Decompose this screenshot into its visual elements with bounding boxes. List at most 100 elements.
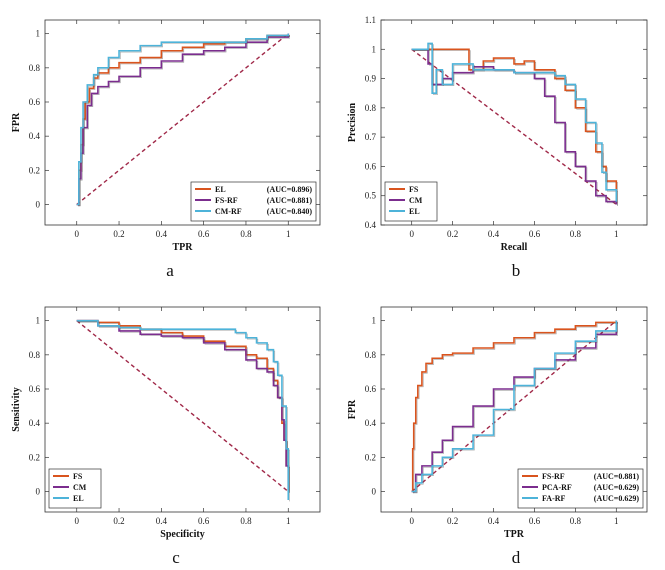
y-tick-label-a-0: 0 (36, 200, 41, 210)
y-tick-label-b-3: 0.7 (365, 132, 377, 142)
y-tick-label-c-5: 1 (36, 316, 41, 326)
panel-b: 0 0.2 0.4 0.6 0.8 1 0.4 0.5 0.6 0.7 0.8 0.9 1 1.1 Reca… (347, 15, 648, 253)
series-line-b-EL (411, 42, 618, 202)
series-shadow-c-EL (78, 321, 290, 502)
x-tick-label-a-1: 0.2 (113, 229, 124, 239)
reference-line-b (411, 48, 617, 206)
y-tick-label-b-5: 0.9 (365, 74, 377, 84)
x-tick-label-c-4: 0.8 (240, 516, 252, 526)
x-tick-label-d-1: 0.2 (447, 516, 458, 526)
y-tick-label-a-3: 0.6 (29, 97, 41, 107)
y-tick-label-c-4: 0.8 (29, 350, 41, 360)
legend-label-a-FS-RF: FS-RF (215, 196, 238, 205)
legend-auc-d-FA-RF: (AUC=0.629) (594, 494, 640, 503)
y-tick-label-b-0: 0.4 (365, 220, 377, 230)
x-tick-label-d-4: 0.8 (570, 516, 582, 526)
x-tick-label-b-5: 1 (614, 229, 619, 239)
x-axis-label-a: TPR (173, 242, 194, 253)
y-axis-label-d: FPR (347, 399, 358, 419)
x-tick-label-a-5: 1 (286, 229, 291, 239)
y-tick-label-c-3: 0.6 (29, 384, 41, 394)
x-tick-label-c-0: 0 (74, 516, 79, 526)
y-tick-label-d-2: 0.4 (365, 418, 377, 428)
series-line-c-EL (76, 319, 290, 501)
series-shadow-d-FA-RF (412, 321, 618, 494)
y-tick-label-b-4: 0.8 (365, 103, 377, 113)
y-tick-label-c-1: 0.2 (29, 452, 40, 462)
legend-label-d-FS-RF: FS-RF (542, 472, 565, 481)
y-tick-label-b-1: 0.5 (365, 191, 377, 201)
y-tick-label-d-3: 0.6 (365, 384, 377, 394)
legend-label-a-CM-RF: CM-RF (215, 207, 242, 216)
y-tick-label-c-0: 0 (36, 487, 41, 497)
legend-label-c-EL: EL (73, 494, 84, 503)
x-tick-label-d-5: 1 (614, 516, 619, 526)
x-tick-label-a-4: 0.8 (240, 229, 252, 239)
legend-d (517, 468, 644, 509)
series-line-a-FS-RF (76, 33, 290, 206)
series-line-a-CM-RF (76, 33, 290, 206)
x-tick-label-d-2: 0.4 (488, 516, 500, 526)
panel-d: 0 0.2 0.4 0.6 0.8 1 0 0.2 0.4 0.6 0.8 1 TPR FPR FS-RF (… (347, 306, 648, 540)
x-axis-label-c: Specificity (160, 529, 204, 540)
legend-auc-a-FS-RF: (AUC=0.881) (267, 196, 313, 205)
series-line-c-CM (76, 319, 290, 492)
series-shadow-a-FS-RF (78, 34, 290, 207)
x-tick-label-a-0: 0 (74, 229, 79, 239)
legend-label-c-CM: CM (73, 483, 87, 492)
panel-label-c: c (172, 548, 180, 567)
panel-c: 0 0.2 0.4 0.6 0.8 1 0 0.2 0.4 0.6 0.8 1 Specificity S… (11, 306, 321, 540)
legend-a (190, 181, 317, 222)
legend-label-d-FA-RF: FA-RF (542, 494, 566, 503)
legend-label-a-EL: EL (215, 185, 226, 194)
y-tick-label-a-1: 0.2 (29, 165, 40, 175)
panel-label-b: b (512, 261, 521, 280)
reference-line-c (76, 320, 289, 493)
series-shadow-a-CM-RF (78, 34, 290, 207)
x-tick-label-a-3: 0.6 (198, 229, 210, 239)
y-tick-label-b-6: 1 (372, 44, 377, 54)
series-shadow-d-FS-RF (412, 321, 618, 494)
legend-auc-d-FS-RF: (AUC=0.881) (594, 472, 640, 481)
series-line-b-FS (411, 48, 618, 205)
legend-auc-a-CM-RF: (AUC=0.840) (267, 207, 313, 216)
legend-label-b-EL: EL (409, 207, 420, 216)
panel-a: 0 0.2 0.4 0.6 0.8 1 0 0.2 0.4 0.6 0.8 1 TPR FPR EL (AUC… (11, 19, 321, 253)
x-tick-label-d-3: 0.6 (529, 516, 541, 526)
y-tick-label-a-4: 0.8 (29, 63, 41, 73)
x-tick-label-d-0: 0 (409, 516, 414, 526)
x-tick-label-c-2: 0.4 (156, 516, 168, 526)
legend-label-c-FS: FS (73, 472, 83, 481)
y-tick-label-d-4: 0.8 (365, 350, 377, 360)
x-axis-label-d: TPR (504, 529, 525, 540)
panel-label-d: d (512, 548, 521, 567)
x-tick-label-b-2: 0.4 (488, 229, 500, 239)
legend-label-d-PCA-RF: PCA-RF (542, 483, 572, 492)
reference-line-a (76, 33, 289, 206)
series-line-d-FS-RF (411, 320, 618, 493)
legend-auc-a-EL: (AUC=0.896) (267, 185, 313, 194)
x-tick-label-c-3: 0.6 (198, 516, 210, 526)
x-tick-label-b-1: 0.2 (447, 229, 458, 239)
x-axis-label-b: Recall (501, 242, 528, 253)
y-axis-label-c: Sensitivity (11, 387, 22, 431)
y-tick-label-a-5: 1 (36, 29, 41, 39)
x-tick-label-c-1: 0.2 (113, 516, 124, 526)
y-tick-label-d-0: 0 (372, 487, 377, 497)
legend-auc-d-PCA-RF: (AUC=0.629) (594, 483, 640, 492)
y-tick-label-a-2: 0.4 (29, 131, 41, 141)
y-tick-label-d-5: 1 (372, 316, 377, 326)
x-tick-label-b-3: 0.6 (529, 229, 541, 239)
y-tick-label-d-1: 0.2 (365, 452, 376, 462)
x-tick-label-a-2: 0.4 (156, 229, 168, 239)
legend-label-b-CM: CM (409, 196, 423, 205)
series-line-d-FA-RF (411, 320, 618, 493)
x-tick-label-b-0: 0 (409, 229, 414, 239)
y-tick-label-b-2: 0.6 (365, 161, 377, 171)
x-tick-label-b-4: 0.8 (570, 229, 582, 239)
y-tick-label-b-7: 1.1 (365, 15, 376, 25)
x-tick-label-c-5: 1 (286, 516, 291, 526)
y-axis-label-a: FPR (11, 112, 22, 132)
panel-label-a: a (166, 261, 174, 280)
